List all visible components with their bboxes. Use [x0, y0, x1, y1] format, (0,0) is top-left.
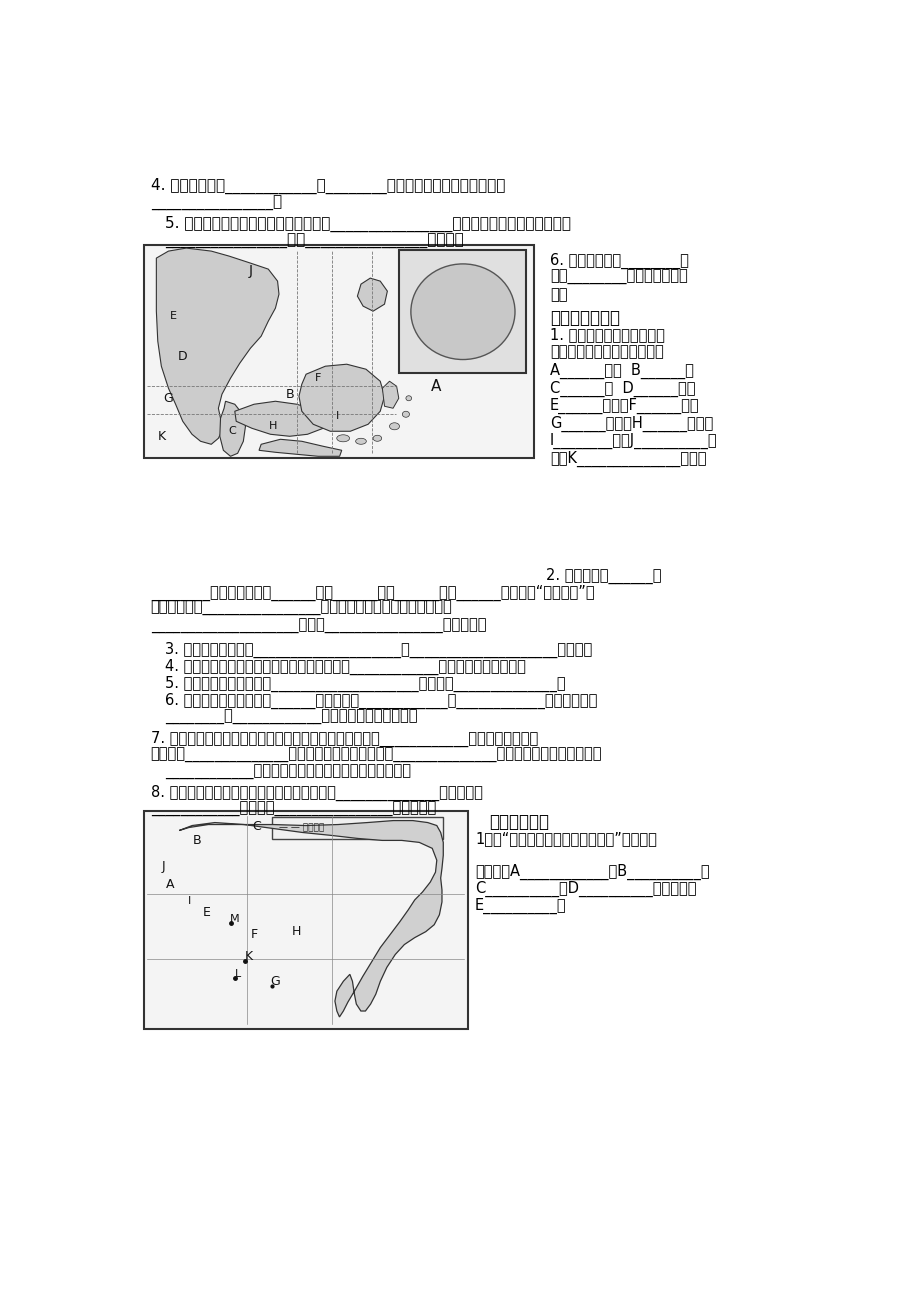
Polygon shape: [299, 364, 384, 432]
Text: 1、读“印度及其邻国相互位置略图”，填空。: 1、读“印度及其邻国相互位置略图”，填空。: [474, 831, 656, 846]
Text: E______国家；F______首都: E______国家；F______首都: [550, 398, 698, 415]
Text: A: A: [430, 378, 440, 394]
Ellipse shape: [356, 438, 366, 445]
Ellipse shape: [373, 436, 381, 441]
Text: 7. 东南亚是世界上橡胶、油棕、椰子和蕉麻的最大产地。____________是世界最大的橡胶: 7. 东南亚是世界上橡胶、油棕、椰子和蕉麻的最大产地。____________是…: [151, 731, 538, 746]
Text: ________两大部分，位于______洲和______洲、______洋和______洋之间的“十字路口”，: ________两大部分，位于______洲和______洲、______洋和_…: [151, 585, 594, 601]
Ellipse shape: [405, 395, 411, 400]
Text: 1. 读东南亚略图，根据图中: 1. 读东南亚略图，根据图中: [550, 328, 664, 342]
Text: I: I: [335, 411, 339, 421]
Text: B: B: [192, 835, 201, 848]
Text: 它与________海港城市距离最: 它与________海港城市距离最: [550, 270, 686, 285]
Text: A______洋；  B______海: A______洋； B______海: [550, 363, 693, 380]
Text: F: F: [314, 373, 321, 384]
Text: ____________是世界最大的蕉麻生产国和椰子出口国。: ____________是世界最大的蕉麻生产国和椰子出口国。: [165, 764, 411, 780]
Bar: [272, 816, 443, 838]
Text: 6. 日本的首都是________，: 6. 日本的首都是________，: [550, 254, 688, 269]
Ellipse shape: [389, 422, 399, 430]
Text: 《东南亚》练习: 《东南亚》练习: [550, 309, 619, 328]
Text: E: E: [202, 906, 210, 919]
Text: C: C: [229, 426, 236, 437]
Text: J: J: [248, 264, 252, 278]
Text: 5. 东南亚唯一的内陆国是____________________，首都是______________。: 5. 东南亚唯一的内陆国是____________________，首都是___…: [165, 676, 565, 692]
Polygon shape: [156, 248, 278, 445]
Text: 3. 中南半岛地形具有____________________、____________________的特征。: 3. 中南半岛地形具有____________________、________…: [165, 641, 592, 658]
Text: B: B: [285, 387, 294, 400]
Text: C: C: [252, 820, 260, 833]
Text: — — 邻国名称: — — 邻国名称: [278, 823, 323, 832]
Polygon shape: [357, 278, 387, 311]
Text: K: K: [157, 430, 165, 443]
Text: 2. 东南亚包括______和: 2. 东南亚包括______和: [546, 567, 661, 584]
Bar: [143, 811, 468, 1028]
Text: 字母填写所代表的地理名称。: 字母填写所代表的地理名称。: [550, 344, 663, 359]
Text: G: G: [164, 391, 173, 404]
Text: G______气候；H______气候；: G______气候；H______气候；: [550, 416, 712, 432]
Text: E: E: [170, 311, 176, 321]
Text: H: H: [292, 926, 301, 939]
Polygon shape: [259, 439, 341, 456]
Polygon shape: [220, 402, 245, 456]
Ellipse shape: [402, 411, 409, 417]
Ellipse shape: [411, 264, 515, 360]
Text: F: F: [250, 928, 257, 941]
Polygon shape: [382, 381, 398, 408]
Text: C__________；D__________。河流名称: C__________；D__________。河流名称: [474, 880, 696, 897]
Text: H: H: [268, 421, 278, 432]
Text: 《印度》练习: 《印度》练习: [489, 812, 549, 831]
Text: ____________、越南的________________都很著名。: ____________、越南的________________都很著名。: [151, 802, 436, 816]
Text: 生产国，______________是世界最大的棕油生产国，______________是世界最大的椰子生产国，: 生产国，______________是世界最大的棕油生产国，__________…: [151, 747, 602, 763]
Text: ________________。: ________________。: [151, 196, 281, 211]
Text: 4. 日本民族构成____________，________民族占绝对优势，传统服装是: 4. 日本民族构成____________，________民族占绝对优势，传统…: [151, 178, 505, 194]
Text: M: M: [230, 914, 239, 924]
Text: 4. 东南亚人口稠密，耕地较少，高温多雨，将____________作为主要的粮食作物。: 4. 东南亚人口稠密，耕地较少，高温多雨，将____________作为主要的粮…: [165, 659, 526, 675]
Text: 5. 日本是世界上的经济强国，形成了以________________为主的经济。工业集中分布在: 5. 日本是世界上的经济强国，形成了以________________为主的经济…: [165, 216, 571, 233]
Polygon shape: [234, 402, 327, 437]
Text: 8. 东南亚拥有丰富的旅游资源，如缅甸仰光的______________、柬埔寨的: 8. 东南亚拥有丰富的旅游资源，如缅甸仰光的______________、柬埔寨…: [151, 785, 482, 801]
Text: 家；K______________国家。: 家；K______________国家。: [550, 451, 706, 467]
Text: D: D: [177, 350, 187, 363]
Text: 邻国名称A____________；B__________；: 邻国名称A____________；B__________；: [474, 863, 709, 880]
Bar: [399, 251, 526, 373]
Text: ____________________气候和________________气候为主。: ____________________气候和________________气…: [151, 619, 485, 633]
Polygon shape: [179, 820, 443, 1017]
Ellipse shape: [336, 434, 349, 442]
Text: A: A: [166, 879, 175, 892]
Text: C______岛  D______半岛: C______岛 D______半岛: [550, 381, 695, 396]
Text: ________________洋和________________海沿岸。: ________________洋和________________海沿岸。: [165, 234, 463, 250]
Bar: [143, 246, 534, 459]
Text: 绝大部分地处________________（高或低）纬度地区，气候类型以: 绝大部分地处________________（高或低）纬度地区，气候类型以: [151, 602, 452, 616]
Text: K: K: [244, 950, 253, 963]
Text: ________和____________两个国家华人比重较大。: ________和____________两个国家华人比重较大。: [165, 710, 417, 724]
Text: 6. 东南亚居民绝大多数是______种人，其中____________和____________占一定比重，: 6. 东南亚居民绝大多数是______种人，其中____________和___…: [165, 693, 596, 709]
Text: I: I: [188, 896, 191, 906]
Text: L: L: [235, 968, 241, 979]
Text: J: J: [162, 861, 165, 874]
Text: 近。: 近。: [550, 287, 567, 302]
Text: I________岛；J__________国: I________岛；J__________国: [550, 433, 717, 450]
Text: E__________。: E__________。: [474, 898, 566, 914]
Text: G: G: [270, 975, 280, 988]
